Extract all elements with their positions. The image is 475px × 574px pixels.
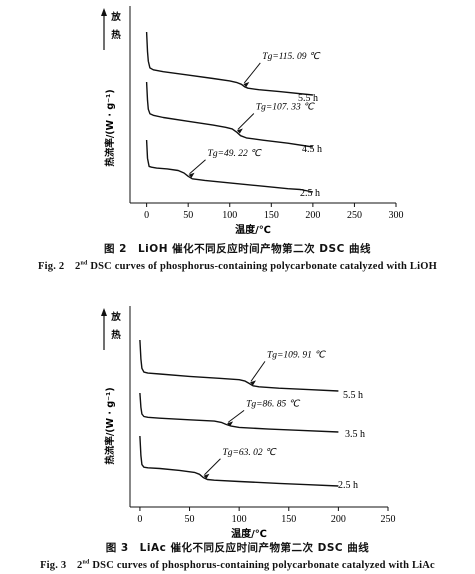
chart2-tg-arrow-head bbox=[188, 172, 195, 178]
chart2-x-tick-label: 0 bbox=[144, 210, 149, 221]
chart2-exo-label-2: 热 bbox=[111, 29, 121, 41]
chart2-x-tick-label: 300 bbox=[389, 210, 404, 221]
figure-2-caption-en: Fig. 2 2nd DSC curves of phosphorus-cont… bbox=[0, 258, 475, 273]
chart3-tg-annotation: Tg=109. 91 ℃ bbox=[267, 349, 326, 360]
chart2-series-label: 2.5 h bbox=[300, 188, 320, 199]
chart3-series-label: 3.5 h bbox=[345, 429, 365, 440]
chart3-tg-arrow-head bbox=[227, 421, 234, 427]
chart3-tg-annotation: Tg=86. 85 ℃ bbox=[246, 398, 301, 409]
chart2-x-tick-label: 200 bbox=[305, 210, 320, 221]
chart3-x-axis-title: 温度/℃ bbox=[231, 527, 267, 540]
chart3-x-tick-label: 50 bbox=[185, 514, 195, 525]
chart2-x-tick-label: 50 bbox=[183, 210, 193, 221]
chart3-x-tick-label: 150 bbox=[281, 514, 296, 525]
chart2-tg-annotation: Tg=49. 22 ℃ bbox=[208, 148, 263, 159]
figure-3-caption-en-suffix: DSC curves of phosphorus-containing poly… bbox=[89, 560, 435, 571]
chart3-tg-arrow bbox=[250, 361, 266, 382]
chart2-series-label: 4.5 h bbox=[302, 144, 322, 155]
chart3-exo-label-2: 热 bbox=[111, 329, 121, 341]
chart3-tg-arrow bbox=[227, 409, 245, 423]
chart2-exo-arrow-head bbox=[101, 8, 107, 16]
chart2-tg-arrow-head bbox=[236, 128, 243, 134]
chart3-series-label: 2.5 h bbox=[338, 480, 358, 491]
chart2-series-5-5-h-line bbox=[145, 31, 313, 96]
chart2-tg-arrow bbox=[189, 159, 206, 175]
chart2-tg-arrow bbox=[237, 113, 255, 130]
chart3-series-5-5-h-line bbox=[139, 339, 339, 392]
chart2-x-tick-label: 150 bbox=[264, 210, 279, 221]
figure-3-caption-en-prefix: Fig. 3 2 bbox=[40, 560, 83, 571]
figure-3-caption-zh: 图 3 LiAc 催化不同反应时间产物第二次 DSC 曲线 bbox=[105, 542, 370, 554]
figure-2-caption-zh: 图 2 LiOH 催化不同反应时间产物第二次 DSC 曲线 bbox=[104, 243, 371, 255]
chart3-tg-annotation: Tg=63. 02 ℃ bbox=[222, 447, 277, 458]
chart3-tg-arrow-head bbox=[249, 380, 256, 386]
chart2-tg-arrow bbox=[243, 62, 261, 84]
chart3-tg-arrow bbox=[204, 458, 221, 476]
chart3-x-tick-label: 100 bbox=[232, 514, 247, 525]
chart2-series-label: 5.5 h bbox=[298, 93, 318, 104]
chart3-y-axis-title: 热流率/(W · g⁻¹) bbox=[104, 387, 116, 464]
chart2-tg-annotation: Tg=115. 09 ℃ bbox=[262, 51, 321, 62]
chart3-exo-arrow-head bbox=[101, 308, 107, 316]
figure-3-caption-en: Fig. 3 2nd DSC curves of phosphorus-cont… bbox=[0, 557, 475, 572]
chart3-series-2-5-h-line bbox=[139, 435, 339, 487]
figure-3-caption-en-sup: nd bbox=[82, 559, 90, 566]
chart2-tg-annotation: Tg=107. 33 ℃ bbox=[256, 101, 315, 112]
chart3-x-tick-label: 0 bbox=[137, 514, 142, 525]
chart2-x-tick-label: 250 bbox=[347, 210, 362, 221]
chart3-tg-arrow-head bbox=[203, 473, 210, 479]
chart2-series-4-5-h-line bbox=[145, 81, 314, 148]
figure-2-caption-en-sup: nd bbox=[80, 260, 88, 267]
chart2-y-axis-title: 热流率/(W · g⁻¹) bbox=[104, 89, 116, 166]
chart3-series-label: 5.5 h bbox=[343, 390, 363, 401]
chart2-x-tick-label: 100 bbox=[222, 210, 237, 221]
chart3-exo-label-1: 放 bbox=[110, 311, 121, 323]
chart3-series-3-5-h-line bbox=[139, 392, 339, 433]
chart2-series-2-5-h-line bbox=[145, 139, 314, 193]
chart3-x-tick-label: 250 bbox=[381, 514, 396, 525]
chart2-tg-arrow-head bbox=[243, 81, 250, 87]
figure-2-caption-en-suffix: DSC curves of phosphorus-containing poly… bbox=[87, 261, 437, 272]
figure-2-caption-en-prefix: Fig. 2 2 bbox=[38, 261, 81, 272]
chart2-exo-label-1: 放 bbox=[110, 11, 121, 23]
chart3-x-tick-label: 200 bbox=[331, 514, 346, 525]
chart2-x-axis-title: 温度/℃ bbox=[235, 223, 271, 236]
